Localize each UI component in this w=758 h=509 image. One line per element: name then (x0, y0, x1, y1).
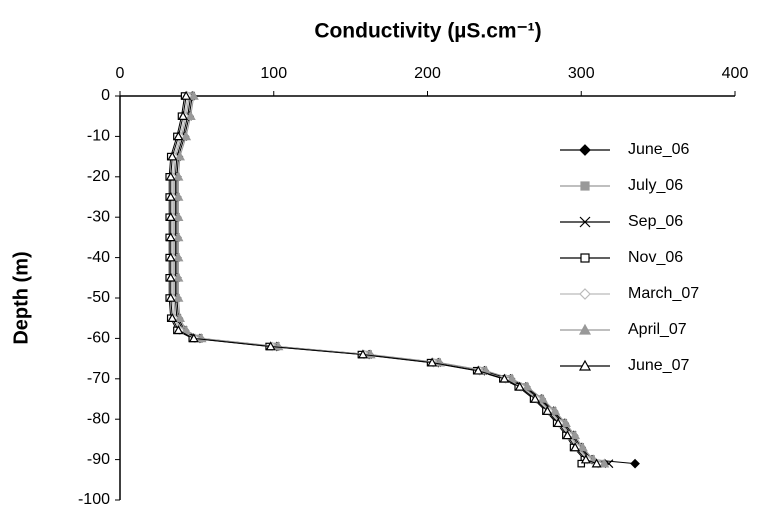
y-tick-label: -10 (87, 128, 110, 145)
marker (174, 151, 185, 161)
y-tick-label: -60 (87, 330, 110, 347)
marker (265, 341, 276, 351)
series-line (177, 95, 605, 465)
marker (188, 90, 199, 100)
y-tick-label: -50 (87, 289, 110, 306)
marker (570, 442, 581, 452)
marker (165, 191, 176, 201)
marker (181, 131, 192, 141)
marker (514, 381, 525, 391)
marker (165, 252, 176, 262)
marker (165, 211, 176, 221)
marker (165, 272, 176, 282)
marker (167, 151, 178, 161)
series-line (176, 95, 636, 465)
series-line (171, 95, 599, 465)
marker (630, 458, 640, 469)
marker (181, 325, 192, 335)
legend-marker (579, 216, 591, 228)
series-line (170, 95, 597, 465)
legend-label: April_07 (628, 321, 687, 338)
marker (173, 191, 184, 201)
marker (591, 458, 602, 468)
marker (173, 252, 184, 262)
legend-label: Sep_06 (628, 213, 683, 230)
marker (173, 171, 184, 181)
legend-label: June_07 (628, 357, 689, 374)
marker (499, 373, 510, 383)
marker (577, 442, 588, 452)
x-tick-label: 400 (722, 65, 749, 82)
marker (165, 292, 176, 302)
marker (570, 430, 581, 440)
marker (580, 454, 591, 464)
marker (577, 459, 586, 468)
legend-label: June_06 (628, 141, 689, 158)
marker (167, 312, 178, 322)
marker (522, 381, 533, 391)
legend-marker (579, 144, 591, 156)
y-tick-label: -100 (78, 491, 110, 508)
x-tick-label: 100 (260, 65, 287, 82)
legend-marker (578, 323, 592, 335)
marker (560, 418, 571, 428)
marker (188, 333, 199, 343)
marker (173, 211, 184, 221)
y-tick-label: -90 (87, 451, 110, 468)
y-tick-label: -70 (87, 370, 110, 387)
marker (173, 272, 184, 282)
y-tick-label: -40 (87, 249, 110, 266)
marker (427, 357, 438, 367)
marker (542, 405, 553, 415)
x-tick-label: 200 (414, 65, 441, 82)
y-tick-label: -20 (87, 168, 110, 185)
marker (553, 418, 564, 428)
marker (357, 349, 368, 359)
marker (173, 131, 184, 141)
marker (550, 405, 561, 415)
chart-title: Conductivity (µS.cm⁻¹) (314, 20, 541, 43)
marker (181, 90, 192, 100)
marker (174, 312, 185, 322)
legend-marker (580, 181, 590, 191)
marker (473, 365, 484, 375)
y-tick-label: 0 (101, 87, 110, 104)
x-tick-label: 300 (568, 65, 595, 82)
legend-label: March_07 (628, 285, 699, 302)
marker (562, 430, 573, 440)
series-line (173, 95, 600, 465)
legend-label: Nov_06 (628, 249, 683, 266)
legend-marker (579, 288, 591, 300)
marker (178, 110, 189, 121)
x-tick-label: 0 (116, 65, 125, 82)
marker (165, 232, 176, 242)
legend-marker (580, 253, 590, 263)
marker (599, 458, 610, 468)
marker (173, 325, 184, 335)
y-tick-label: -30 (87, 208, 110, 225)
series-line (168, 95, 585, 464)
marker (165, 171, 176, 181)
y-tick-label: -80 (87, 410, 110, 427)
marker (173, 232, 184, 242)
marker (537, 393, 548, 403)
marker (173, 292, 184, 302)
marker (185, 110, 196, 121)
legend-label: July_06 (628, 177, 683, 194)
legend-marker (578, 359, 592, 371)
marker (530, 393, 541, 403)
marker (273, 341, 284, 351)
marker (507, 373, 518, 383)
y-axis-label: Depth (m) (10, 251, 32, 344)
